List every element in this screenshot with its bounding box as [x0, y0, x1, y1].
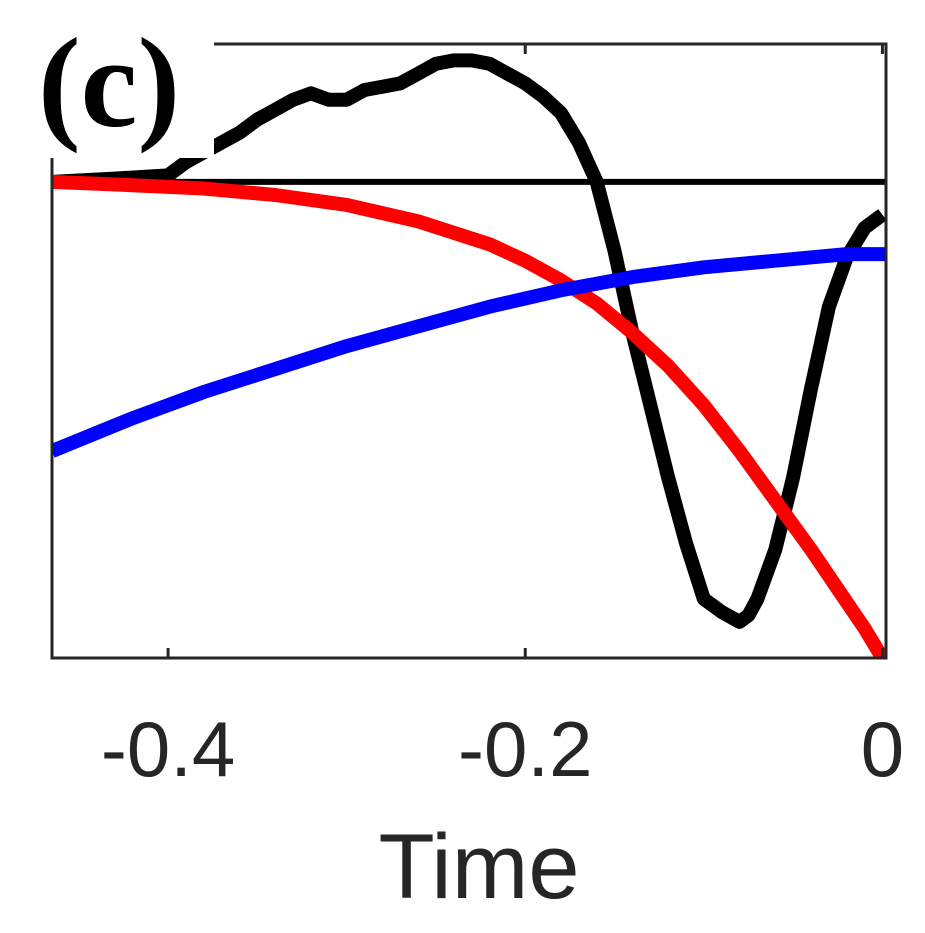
- x-tick-label: -0.2: [458, 705, 592, 793]
- red-series-line: [52, 174, 886, 658]
- x-tick-label: -0.4: [101, 705, 235, 793]
- axes-box: [50, 42, 888, 660]
- series-layer: [52, 53, 886, 658]
- x-axis-title: Time: [378, 816, 579, 918]
- black-series-line: [52, 53, 886, 629]
- blue-series-line: [52, 247, 886, 458]
- x-tick-label: 0: [861, 705, 904, 793]
- axes-layer: -0.4 -0.2 0: [50, 42, 904, 793]
- labels-layer: Time (c): [38, 8, 580, 918]
- panel-label-background: [38, 8, 214, 158]
- panel-label: (c): [38, 12, 180, 154]
